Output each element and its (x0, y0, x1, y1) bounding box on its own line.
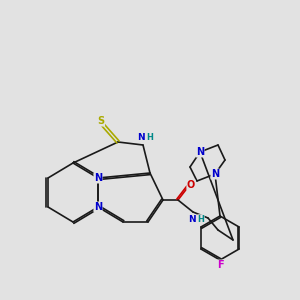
Text: N: N (211, 169, 219, 179)
Text: S: S (98, 116, 105, 126)
Text: N: N (94, 202, 102, 212)
Text: F: F (217, 260, 223, 270)
Text: N: N (137, 134, 145, 142)
Text: H: H (147, 134, 153, 142)
Text: N: N (188, 214, 196, 224)
Text: O: O (187, 180, 195, 190)
Text: N: N (196, 147, 204, 157)
Text: H: H (198, 214, 204, 224)
Text: N: N (94, 173, 102, 183)
